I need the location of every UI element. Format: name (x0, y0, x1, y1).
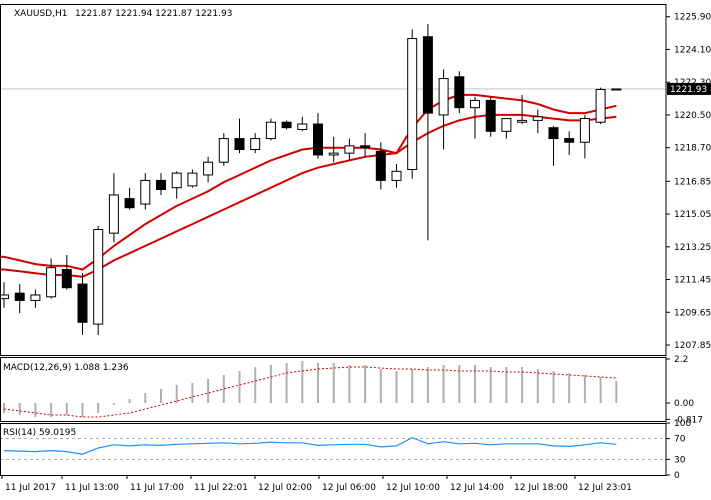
time-tick-label: 12 Jul 02:00 (258, 483, 312, 493)
macd-pane (3, 361, 618, 418)
time-tick-label: 12 Jul 10:00 (386, 483, 440, 493)
rsi-pane (0, 436, 666, 460)
rsi-tick-label: 30 (674, 455, 686, 465)
price-tick-label: 1224.10 (674, 45, 711, 55)
macd-tick-label: 0.00 (674, 399, 694, 409)
pane-frame (0, 4, 667, 356)
candle-bear (360, 145, 371, 149)
candle-bull (438, 78, 449, 116)
candle-bull (470, 99, 480, 109)
main-price-pane (0, 24, 666, 335)
time-tick-label: 12 Jul 18:00 (514, 483, 568, 493)
rsi-line (3, 436, 617, 455)
candle-bull (250, 138, 261, 150)
candle-bear (234, 138, 245, 150)
candle-bear (281, 121, 292, 129)
candle-bull (0, 294, 9, 300)
macd-signal-line (3, 366, 617, 418)
candle-bear (156, 179, 166, 191)
price-tick-label: 1218.70 (674, 144, 711, 154)
current-price-box (667, 82, 711, 95)
candle-bear (14, 292, 25, 301)
candle-bull (171, 172, 182, 189)
rsi-tick-label: 70 (674, 435, 686, 445)
price-tick-label: 1225.90 (674, 13, 711, 23)
current-price-label: 1221.93 (670, 85, 707, 95)
price-tick-label: 1213.25 (674, 243, 711, 253)
symbol-label: XAUUSD,H1 (14, 9, 68, 19)
ohlc-label: 1221.87 1221.94 1221.87 1221.93 (75, 9, 232, 19)
candle-bull (344, 145, 355, 154)
macd-tick-label: 2.2 (674, 355, 688, 365)
candle-bear (564, 138, 575, 143)
price-tick-label: 1211.45 (674, 276, 711, 286)
candle-bear (375, 150, 386, 181)
time-tick-label: 12 Jul 23:01 (578, 483, 632, 493)
candle-bear (422, 36, 433, 114)
candle-bull (611, 88, 622, 91)
time-tick-label: 11 Jul 22:01 (194, 483, 248, 493)
candle-bull (579, 118, 590, 143)
candle-bull (391, 170, 402, 181)
candle-bear (548, 127, 559, 140)
candle-bear (124, 198, 135, 209)
price-tick-label: 1215.05 (674, 210, 711, 220)
candle-bear (454, 76, 465, 109)
price-tick-label: 1207.85 (674, 341, 711, 351)
macd-header: MACD(12,26,9) 1.088 1.236 (3, 363, 129, 373)
candle-bear (313, 123, 323, 156)
macd-tick-label: -0.817 (674, 415, 703, 425)
time-tick-label: 11 Jul 2017 (5, 483, 56, 493)
rsi-tick-label: 0 (674, 471, 680, 481)
candle-bull (218, 138, 229, 163)
time-tick-label: 11 Jul 17:00 (130, 483, 184, 493)
candle-bull (93, 229, 104, 325)
rsi-tick-label: 100 (674, 419, 691, 429)
price-tick-label: 1216.85 (674, 177, 711, 187)
pane-frame (0, 357, 667, 422)
price-tick-label: 1209.65 (674, 308, 711, 318)
time-tick-label: 12 Jul 06:00 (322, 483, 376, 493)
candle-bull (108, 194, 119, 234)
candle-bull (532, 116, 543, 121)
time-tick-label: 11 Jul 13:00 (65, 483, 119, 493)
ma-slow-line (3, 113, 617, 278)
candle-bull (407, 38, 418, 170)
candle-bull (517, 119, 528, 123)
candle-bull (265, 121, 276, 140)
candle-bull (46, 267, 57, 298)
candle-bull (328, 152, 339, 156)
ma-fast-line (3, 93, 617, 271)
time-tick-label: 12 Jul 14:00 (450, 483, 504, 493)
candle-bull (30, 294, 41, 301)
candle-bear (77, 283, 88, 323)
candle-bull (140, 179, 151, 205)
candle-bull (203, 161, 214, 176)
pane-frame (0, 423, 667, 476)
candle-bull (595, 88, 606, 123)
candle-bear (485, 99, 496, 132)
price-tick-label: 1220.50 (674, 111, 711, 121)
candle-bear (61, 269, 72, 289)
candle-bull (187, 172, 198, 187)
rsi-header: RSI(14) 59.0195 (3, 428, 76, 438)
candle-bull (297, 123, 308, 130)
axes: 1225.901224.101222.301220.501218.701216.… (0, 4, 711, 493)
candle-bull (501, 118, 512, 132)
